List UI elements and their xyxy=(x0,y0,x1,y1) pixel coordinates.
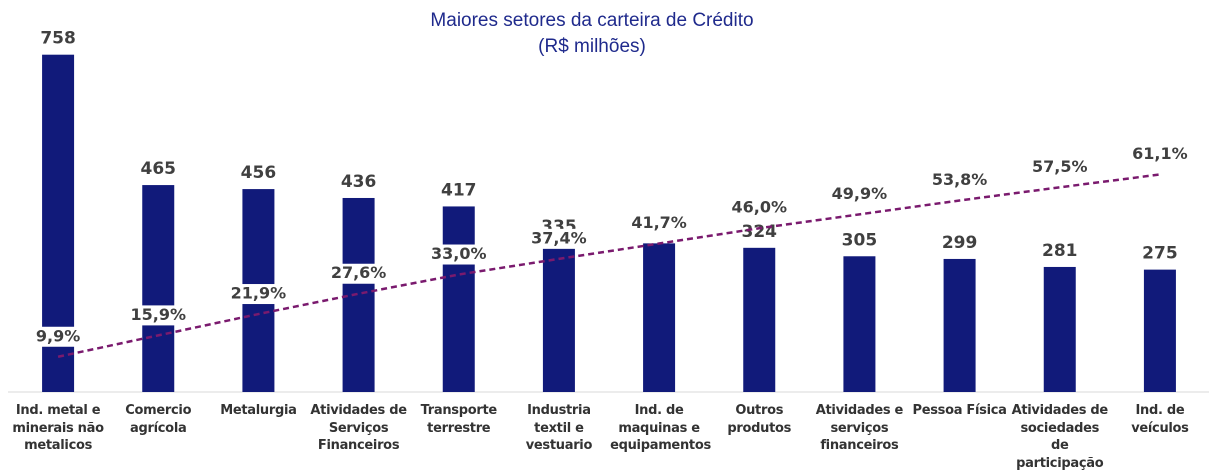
label-background xyxy=(932,170,987,191)
line-value-label: 41,7% xyxy=(631,213,687,232)
bar xyxy=(743,247,776,392)
page: {"chart_data": {"type": "bar", "title": … xyxy=(8,10,1209,471)
bar-value-label: 281 xyxy=(1042,241,1078,261)
line-value-label: 61,1% xyxy=(1132,144,1188,163)
chart-title: Maiores setores da carteira de Crédito xyxy=(430,10,753,31)
bar xyxy=(442,206,475,392)
line-value-label: 57,5% xyxy=(1032,157,1088,176)
x-tick-label: Comercio agrícola xyxy=(125,403,192,436)
x-tick-label: Ind. metal e minerais não metalicos xyxy=(12,403,104,453)
label-background xyxy=(131,305,186,326)
line-value-label: 27,6% xyxy=(331,263,387,282)
chart-subtitle: (R$ milhões) xyxy=(538,36,646,57)
bar xyxy=(843,256,876,392)
bar xyxy=(342,197,375,392)
line-value-label: 21,9% xyxy=(231,284,287,303)
label-background xyxy=(632,213,687,234)
line-value-label: 33,0% xyxy=(431,244,487,263)
x-tick-label: Ind. de veículos xyxy=(1131,403,1189,436)
label-background xyxy=(832,184,887,205)
bar-value-label: 436 xyxy=(341,172,377,192)
x-tick-label: Outros produtos xyxy=(727,403,792,436)
x-tick-label: Atividades de sociedades de participação xyxy=(1011,403,1109,471)
bar-value-label: 324 xyxy=(742,222,778,242)
label-background xyxy=(732,198,787,219)
x-tick-label: Ind. de maquinas e equipamentos xyxy=(610,403,711,453)
bar xyxy=(1143,269,1176,392)
bar-value-label: 465 xyxy=(141,159,177,179)
bar xyxy=(542,242,575,392)
bar-value-label: 305 xyxy=(842,230,878,250)
bar-value-label: 299 xyxy=(942,233,978,253)
bar xyxy=(1043,266,1076,392)
line-value-label: 46,0% xyxy=(731,198,787,217)
label-background xyxy=(231,284,286,305)
line-value-label: 53,8% xyxy=(932,170,988,189)
label-background xyxy=(1132,144,1187,165)
line-value-label: 37,4% xyxy=(531,228,587,247)
x-tick-label: Industria textil e vestuario xyxy=(525,403,593,453)
label-background xyxy=(1032,157,1087,178)
bar-value-label: 758 xyxy=(40,29,76,49)
x-tick-label: Pessoa Física xyxy=(912,403,1007,418)
label-background xyxy=(531,228,586,249)
x-tick-label: Transporte terrestre xyxy=(420,403,498,436)
bar-value-label: 275 xyxy=(1142,244,1178,264)
label-background xyxy=(431,244,486,265)
bar xyxy=(142,185,175,392)
line-value-label: 15,9% xyxy=(130,305,186,324)
label-background xyxy=(331,263,386,284)
bar-value-label: 456 xyxy=(241,163,277,183)
line-value-label: 9,9% xyxy=(36,326,80,345)
line-value-label: 49,9% xyxy=(832,184,888,203)
cumulative-line xyxy=(57,173,1161,358)
bar xyxy=(943,258,976,392)
bar xyxy=(643,243,676,392)
x-tick-label: Atividades e serviços financeiros xyxy=(815,403,904,453)
x-tick-label: Metalurgia xyxy=(220,403,297,418)
chart: Maiores setores da carteira de Crédito (… xyxy=(8,10,1209,393)
label-background xyxy=(31,326,86,347)
bar-value-label: 417 xyxy=(441,180,477,200)
x-tick-label: Atividades de Serviços Financeiros xyxy=(310,403,407,453)
